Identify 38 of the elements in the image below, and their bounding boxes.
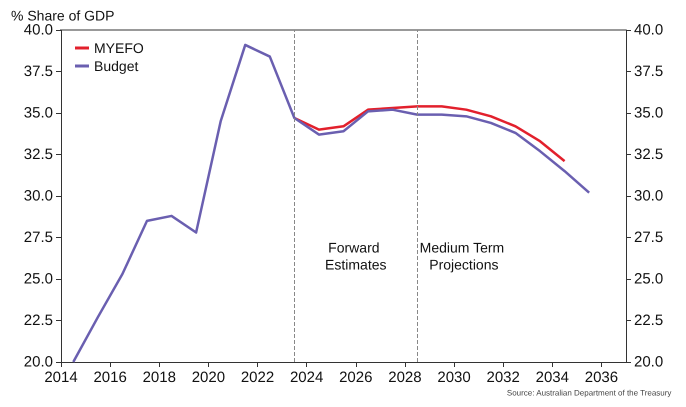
y2-tick-label: 22.5 [634,312,664,329]
y-tick-label: 40.0 [24,22,53,38]
y2-tick-label: 25.0 [634,270,664,288]
annotation: Medium Term Projections [420,239,508,272]
x-tick-label: 2014 [44,369,78,386]
y-tick-label: 20.0 [24,354,53,370]
y-tick-label: 30.0 [24,188,53,204]
y-tick-label: 35.0 [24,104,53,122]
x-tick-label: 2030 [437,369,471,386]
line-series [293,105,566,162]
y2-tick-label: 20.0 [634,354,664,370]
x-tick-label: 2026 [339,369,372,386]
line-series [72,44,590,364]
x-tick-label: 2032 [486,369,520,386]
y-tick-label: 32.5 [24,146,53,163]
y2-tick-label: 40.0 [634,22,664,38]
y2-tick-label: 30.0 [634,188,664,204]
x-tick-label: 2018 [142,369,176,386]
x-tick-label: 2022 [240,369,274,386]
y-tick-label: 22.5 [24,312,53,329]
y-tick-label: 25.0 [24,270,53,288]
x-tick-label: 2036 [584,369,618,386]
y2-tick-label: 37.5 [634,63,664,80]
x-tick-label: 2028 [388,369,422,386]
y-axis-title: % Share of GDP [11,8,114,24]
x-tick-label: 2020 [192,369,226,386]
source-note: Source: Australian Department of the Treasury [506,388,672,398]
y-tick-label: 37.5 [24,63,53,80]
x-tick-label: 2024 [290,369,324,386]
y2-tick-label: 27.5 [634,229,664,246]
y2-tick-label: 32.5 [634,146,664,163]
y2-tick-label: 35.0 [634,104,664,122]
x-tick-label: 2016 [93,369,127,386]
x-tick-label: 2034 [536,369,569,386]
annotation: Forward Estimates [325,239,387,272]
legend-label: MYEFO [94,40,144,56]
legend-label: Budget [94,58,138,74]
y-tick-label: 27.5 [24,229,53,246]
